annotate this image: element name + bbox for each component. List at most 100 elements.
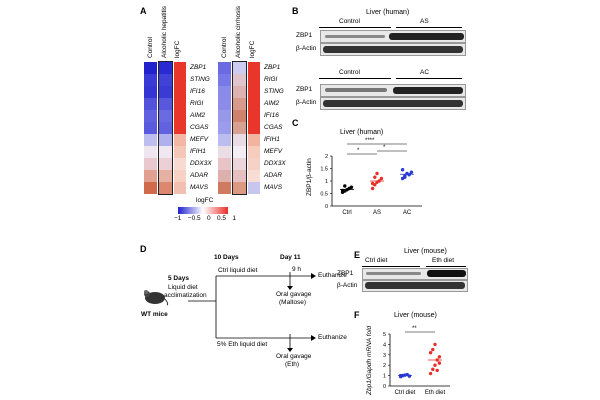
d-day11: Day 11 xyxy=(280,254,301,261)
heat1-ah-column xyxy=(158,61,173,195)
e-group-eth: Eth diet xyxy=(432,257,455,264)
e-actin-blot xyxy=(362,280,468,292)
gene-label: CGAS xyxy=(264,123,283,131)
heat1-control-cell xyxy=(144,86,157,98)
gene-label: AIM2 xyxy=(264,99,280,107)
heat2-control-cell xyxy=(218,158,231,170)
b1-line-control xyxy=(319,27,391,28)
heat1-logfc-cell xyxy=(174,62,186,74)
b2-group-control: Control xyxy=(339,69,360,76)
heat2-ac-cell xyxy=(233,146,246,158)
gene-label: ADAR xyxy=(190,171,209,179)
heat2-control-cell xyxy=(218,86,231,98)
heat1-control-cell xyxy=(144,110,157,122)
heat2-col-control-label: Control xyxy=(221,37,228,58)
panel-e-title: Liver (mouse) xyxy=(404,248,447,255)
legend-tick: −1 xyxy=(174,215,182,222)
b2-zbp1-blot xyxy=(320,84,466,97)
b1-actin-label: β-Actin xyxy=(296,45,317,52)
d-gavage-ctrl-2: (Maltose) xyxy=(279,299,307,306)
data-point xyxy=(379,176,384,181)
gene-label: DDX3X xyxy=(190,159,212,167)
heat1-col-ah-label: Alcoholic hepatitis xyxy=(161,5,168,58)
panel-label-e: E xyxy=(354,250,361,260)
legend-ticks: −1 −0.5 0 0.5 1 xyxy=(174,215,236,223)
heat2-logfc-cell xyxy=(248,146,260,158)
b1-zbp1-blot xyxy=(320,30,466,43)
panel-c-chart: 0 0.5 1 1.5 2 Ctrl AS AC **** * * xyxy=(320,138,422,216)
gene-label: DDX3X xyxy=(264,159,286,167)
e-group-ctrl: Ctrl diet xyxy=(365,257,388,264)
panel-c-axes: 0 0.5 1 1.5 2 Ctrl AS AC xyxy=(320,154,422,216)
heat2-ac-cell xyxy=(233,110,246,122)
panel-c-points xyxy=(340,143,414,194)
heat1-logfc-cell xyxy=(174,134,186,146)
e-zbp1-label: ZBP1 xyxy=(337,270,354,277)
heat2-control-cell xyxy=(218,98,231,110)
heat1-col-control-label: Control xyxy=(147,37,154,58)
gene-label: IFIH1 xyxy=(190,147,206,155)
heat1-control-cell xyxy=(144,170,157,182)
heat2-gene-list: ZBP1 RIGI STING AIM2 IFI16 CGAS IFIH1 MEFV DDX3X… xyxy=(264,62,286,194)
gene-label: STING xyxy=(264,87,284,95)
d-gavage-ctrl-1: Oral gavage xyxy=(276,291,312,298)
gene-label: RIGI xyxy=(190,99,204,107)
d-mice-label: WT mice xyxy=(141,311,168,318)
heat1-ah-cell xyxy=(159,158,172,170)
data-point xyxy=(428,371,433,376)
gene-label: MAVS xyxy=(264,183,283,191)
legend-tick: 1 xyxy=(232,215,236,222)
panel-f-points xyxy=(398,331,442,379)
heat2-logfc-cell xyxy=(248,86,260,98)
b2-line-ac xyxy=(396,78,462,79)
gene-label: STING xyxy=(190,75,210,83)
heat2-logfc-cell xyxy=(248,110,260,122)
heat1-control-cell xyxy=(144,98,157,110)
data-point xyxy=(433,342,437,347)
legend-tick: −0.5 xyxy=(187,215,201,222)
y-tick-label: 1 xyxy=(325,179,328,185)
y-tick-label: 1 xyxy=(383,374,386,380)
d-day10: 10 Days xyxy=(214,254,239,261)
y-tick-label: 5 xyxy=(383,332,386,338)
panel-f-axes: 0 1 2 3 4 5 Ctrl diet Eth diet xyxy=(383,332,450,396)
gene-label: CGAS xyxy=(190,123,209,131)
data-point xyxy=(370,186,375,191)
x-tick-label: AC xyxy=(403,210,412,216)
data-point xyxy=(400,168,405,172)
d-euthanize-2: Euthanize xyxy=(318,334,347,341)
b1-line-as xyxy=(396,27,462,28)
heat1-ah-cell xyxy=(159,122,172,134)
heat1-control-cell xyxy=(144,122,157,134)
y-tick-label: 0 xyxy=(383,384,386,390)
heat1-control-cell xyxy=(144,134,157,146)
panel-c-sig-1: **** xyxy=(365,138,375,144)
heat2-control-cell xyxy=(218,122,231,134)
legend-title: logFC xyxy=(196,197,214,204)
gene-label: MAVS xyxy=(190,183,209,191)
heat1-control-cell xyxy=(144,74,157,86)
heat2-control-cell xyxy=(218,182,231,194)
gene-label: IFI16 xyxy=(190,87,205,95)
heat1-col-logfc-label: logFC xyxy=(174,40,181,58)
gene-label: ZBP1 xyxy=(190,63,207,71)
heat2-col-logfc-label: logFC xyxy=(249,40,256,58)
gene-label: MEFV xyxy=(190,135,209,143)
d-ctrl-diet: Ctrl liquid diet xyxy=(218,267,258,274)
d-gavage-eth-2: (Eth) xyxy=(285,361,300,368)
heat2-ac-cell xyxy=(233,182,246,194)
heat2-ac-cell xyxy=(233,62,246,74)
heat2-control-cell xyxy=(218,62,231,74)
heat2-logfc-cell xyxy=(248,158,260,170)
heat1-logfc-cell xyxy=(174,74,186,86)
heat1-control-column xyxy=(144,62,157,194)
y-tick-label: 3 xyxy=(383,353,386,359)
heat2-control-column xyxy=(218,62,231,194)
d-gavage-eth-1: Oral gavage xyxy=(276,353,312,360)
y-tick-label: 2 xyxy=(325,154,328,160)
legend-tick: 0.5 xyxy=(216,215,227,222)
heat1-logfc-cell xyxy=(174,170,186,182)
heat2-logfc-cell xyxy=(248,74,260,86)
e-zbp1-blot xyxy=(362,268,468,280)
gene-label: IFIH1 xyxy=(264,135,280,143)
